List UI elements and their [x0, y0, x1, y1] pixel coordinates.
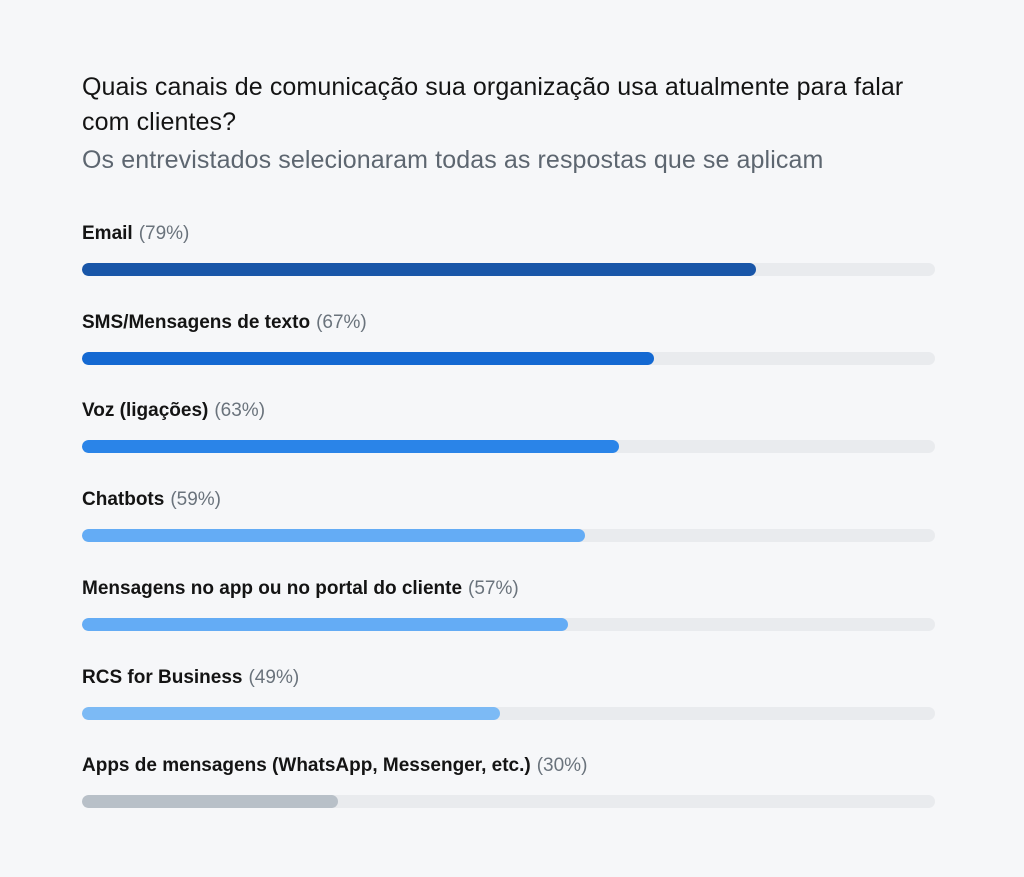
bar-row: Mensagens no app ou no portal do cliente… — [82, 575, 935, 635]
chart: Quais canais de comunicação sua organiza… — [82, 70, 935, 808]
value-label: (67%) — [316, 312, 367, 333]
bar-label: SMS/Mensagens de texto (67%) — [82, 309, 367, 337]
bar-fill — [82, 618, 568, 631]
category-label: Mensagens no app ou no portal do cliente — [82, 578, 463, 599]
chart-title: Quais canais de comunicação sua organiza… — [82, 73, 904, 136]
value-label: (30%) — [536, 755, 588, 776]
category-label: SMS/Mensagens de texto — [82, 312, 311, 333]
category-label: Email — [82, 223, 133, 244]
value-label: (63%) — [214, 400, 266, 421]
bar-track — [82, 707, 935, 720]
bar-fill — [82, 352, 654, 365]
value-label: (59%) — [170, 489, 222, 510]
bar-track — [82, 795, 935, 808]
bar-label: Apps de mensagens (WhatsApp, Messenger, … — [82, 752, 587, 780]
value-label: (79%) — [138, 223, 190, 244]
bar-row: SMS/Mensagens de texto (67%) — [82, 309, 935, 369]
bar-track — [82, 263, 935, 276]
bar-row: RCS for Business (49%) — [82, 664, 935, 724]
chart-subtitle: Os entrevistados selecionaram todas as r… — [82, 146, 824, 174]
bar-fill — [82, 707, 500, 720]
value-label: (57%) — [468, 578, 519, 599]
bar-track — [82, 529, 935, 542]
bar-row: Chatbots (59%) — [82, 486, 935, 546]
bar-track — [82, 618, 935, 631]
bar-label: Chatbots (59%) — [82, 486, 221, 514]
bar-label: RCS for Business (49%) — [82, 664, 299, 692]
category-label: Apps de mensagens (WhatsApp, Messenger, … — [82, 755, 531, 776]
bar-fill — [82, 795, 338, 808]
value-label: (49%) — [248, 667, 300, 688]
bar-fill — [82, 529, 585, 542]
category-label: Voz (ligações) — [82, 400, 209, 421]
bar-label: Voz (ligações) (63%) — [82, 397, 265, 425]
bar-row: Email (79%) — [82, 220, 935, 280]
category-label: Chatbots — [82, 489, 165, 510]
bar-fill — [82, 263, 756, 276]
bar-fill — [82, 440, 619, 453]
bar-label: Mensagens no app ou no portal do cliente… — [82, 575, 519, 603]
bar-row: Voz (ligações) (63%) — [82, 397, 935, 457]
bar-row: Apps de mensagens (WhatsApp, Messenger, … — [82, 752, 935, 812]
bar-track — [82, 352, 935, 365]
bar-track — [82, 440, 935, 453]
bar-label: Email (79%) — [82, 220, 189, 248]
category-label: RCS for Business — [82, 667, 243, 688]
